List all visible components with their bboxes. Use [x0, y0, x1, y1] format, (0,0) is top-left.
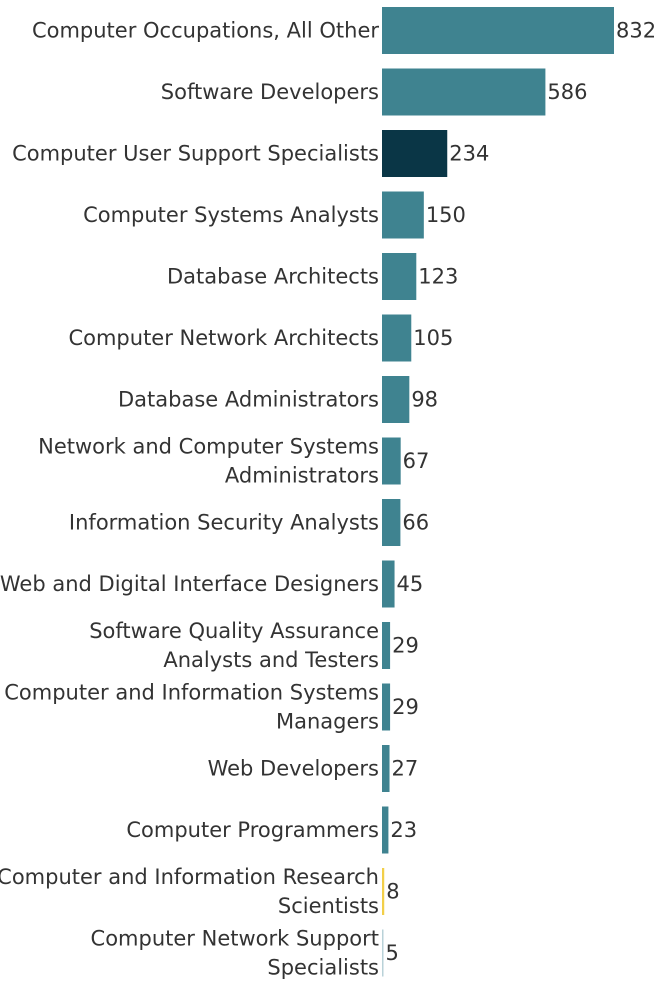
category-label-1: Software Developers [161, 80, 379, 104]
value-label-12: 27 [392, 757, 419, 781]
value-label-7: 67 [403, 449, 430, 473]
category-label-14: Computer and Information Research Scienti… [0, 865, 379, 918]
category-label-10: Software Quality Assurance Analysts and T… [89, 619, 379, 672]
value-label-14: 8 [386, 880, 399, 904]
category-label-14-line-1: Scientists [278, 894, 379, 918]
value-label-8: 66 [402, 511, 429, 535]
category-label-7-line-1: Administrators [225, 464, 379, 488]
bar-4 [382, 253, 417, 300]
bar-6 [382, 376, 410, 423]
bar-2 [382, 130, 448, 177]
category-label-3: Computer Systems Analysts [83, 203, 379, 227]
bar-5 [382, 314, 412, 362]
value-label-9: 45 [397, 572, 424, 596]
category-label-11: Computer and Information Systems Managers [4, 681, 379, 734]
category-label-15-line-1: Specialists [267, 956, 379, 980]
bar-14 [382, 868, 385, 915]
category-label-15: Computer Network Support Specialists [91, 927, 379, 980]
category-label-12: Web Developers [208, 757, 379, 781]
category-label-11-line-1: Managers [276, 710, 379, 734]
category-label-15-line-0: Computer Network Support [91, 927, 379, 951]
value-label-11: 29 [392, 695, 419, 719]
bar-8 [382, 499, 401, 546]
category-label-4: Database Architects [167, 265, 379, 289]
value-label-0: 832 [616, 19, 656, 43]
category-label-8: Information Security Analysts [69, 511, 379, 535]
category-label-2: Computer User Support Specialists [12, 142, 379, 166]
category-label-7: Network and Computer Systems Administrato… [38, 435, 379, 488]
category-label-14-line-0: Computer and Information Research [0, 865, 379, 889]
value-label-6: 98 [411, 388, 438, 412]
category-label-10-line-1: Analysts and Testers [163, 648, 379, 672]
value-label-3: 150 [426, 203, 466, 227]
bar-11 [382, 683, 391, 731]
value-label-4: 123 [418, 265, 458, 289]
value-label-5: 105 [413, 326, 453, 350]
bar-3 [382, 191, 424, 239]
bar-9 [382, 560, 395, 608]
bar-0 [382, 7, 614, 54]
category-label-6: Database Administrators [118, 388, 379, 412]
bar-1 [382, 68, 546, 116]
bar-10 [382, 622, 391, 669]
value-label-13: 23 [390, 818, 417, 842]
category-label-5: Computer Network Architects [68, 326, 379, 350]
bar-12 [382, 745, 390, 792]
value-label-1: 586 [547, 80, 587, 104]
category-label-9: Web and Digital Interface Designers [0, 572, 379, 596]
category-label-0: Computer Occupations, All Other [32, 19, 379, 43]
value-label-10: 29 [392, 634, 419, 658]
bar-13 [382, 806, 389, 854]
bar-15 [382, 929, 384, 977]
value-label-15: 5 [386, 941, 399, 965]
category-label-10-line-0: Software Quality Assurance [89, 619, 379, 643]
category-label-7-line-0: Network and Computer Systems [38, 435, 379, 459]
bar-7 [382, 437, 401, 485]
category-label-11-line-0: Computer and Information Systems [4, 681, 379, 705]
value-label-2: 234 [449, 142, 489, 166]
category-label-13: Computer Programmers [126, 818, 379, 842]
